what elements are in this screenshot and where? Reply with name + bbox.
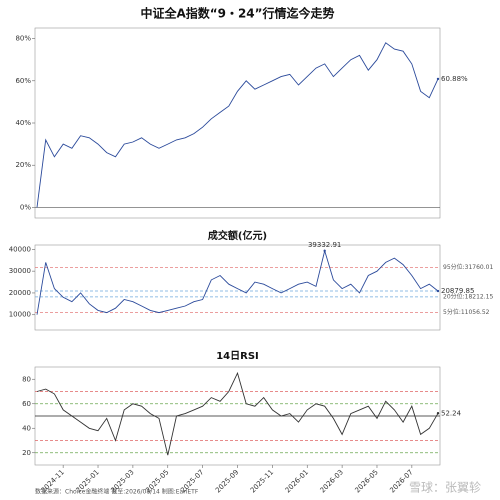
chart-title: 14日RSI: [216, 350, 259, 362]
y-tick-label: 60%: [15, 77, 31, 85]
series-line: [36, 249, 439, 315]
y-tick-label: 80%: [15, 35, 31, 43]
x-tick-label: 2025-11: [249, 468, 275, 494]
reference-label: 20分位:18212.15: [443, 292, 493, 300]
y-tick-label: 20: [22, 449, 31, 457]
reference-label: 95分位:31760.01: [443, 263, 493, 271]
plot-frame: [34, 244, 441, 331]
y-tick-label: 60: [22, 400, 31, 408]
y-tick-label: 40: [22, 424, 31, 432]
y-tick-label: 40000: [9, 245, 31, 253]
x-tick-label: 2025-09: [214, 468, 240, 494]
chart-title: 中证全A指数“9・24”行情迄今走势: [140, 6, 334, 21]
y-tick-label: 30000: [9, 267, 31, 275]
value-point: [436, 289, 440, 293]
value-label: 39332.91: [308, 241, 341, 249]
x-tick-label: 2026-05: [353, 468, 379, 494]
watermark: 雪球：张翼轸: [409, 481, 481, 495]
reference-label: 5分位:11056.52: [443, 308, 490, 316]
series-line: [36, 371, 439, 456]
value-label: 20879.85: [441, 287, 474, 295]
y-tick-label: 80: [22, 375, 31, 383]
value-label: 60.88%: [441, 75, 468, 83]
y-tick-label: 40%: [15, 119, 31, 127]
x-tick-label: 2026-03: [319, 468, 345, 494]
series-line: [36, 42, 439, 208]
chart-title: 成交额(亿元): [208, 229, 267, 242]
x-tick-label: 2026-01: [284, 468, 310, 494]
value-point: [436, 77, 440, 81]
y-tick-label: 0%: [20, 203, 31, 211]
value-point: [436, 412, 440, 415]
value-label: 52.24: [441, 409, 462, 417]
plot-frame: [34, 27, 441, 219]
value-point: [323, 249, 326, 253]
y-tick-label: 10000: [9, 311, 31, 319]
y-tick-label: 20%: [15, 161, 31, 169]
source-note: 数据来源：Choice金融终端 截至:2026/08/14 制图:EarlETF: [35, 488, 199, 496]
y-tick-label: 20000: [9, 289, 31, 297]
